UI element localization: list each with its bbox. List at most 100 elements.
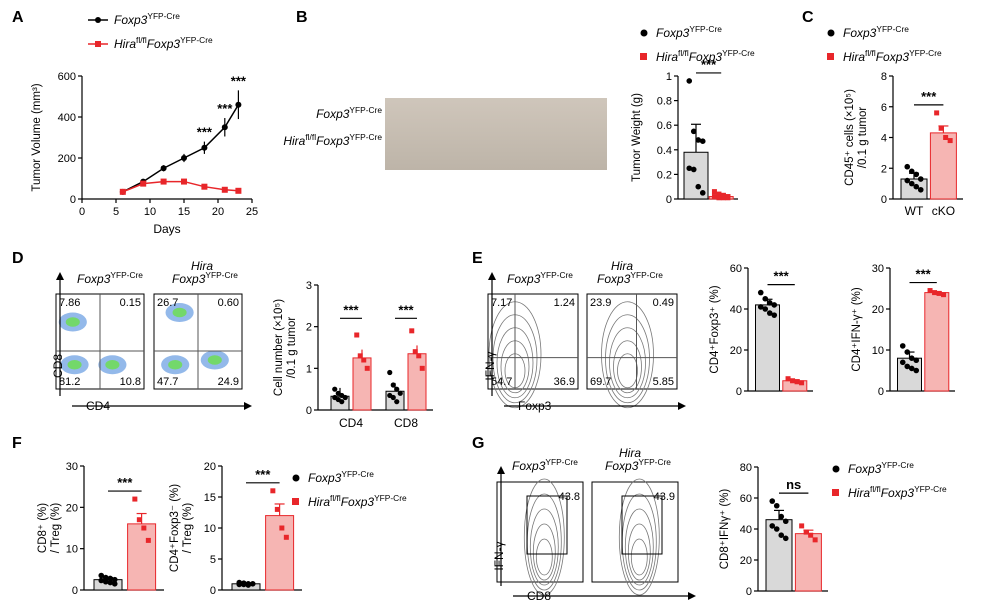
E-bar1-y-tick-label: 20	[730, 345, 742, 357]
A-point	[160, 165, 167, 172]
B-legend-wt: Foxp3YFP-Cre	[656, 24, 722, 40]
G-bar-point-0	[769, 498, 776, 504]
F-bar1-y-tick-label: 10	[66, 544, 78, 556]
F-bar1-y-tick-label: 0	[72, 585, 78, 597]
C-legend-marker-ko	[827, 53, 834, 60]
E-bar2-y-tick-label: 10	[872, 345, 884, 357]
C-legend-wt: Foxp3YFP-Cre	[843, 24, 909, 40]
G-bar-y-tick-label: 60	[740, 493, 752, 505]
B-y-tick-label: 0.8	[657, 96, 672, 108]
A-y-tick-label: 200	[58, 153, 76, 165]
F-bar1-y-tick-label: 20	[66, 502, 78, 514]
E-bar1-significance: ***	[774, 269, 790, 284]
F-bar2-point-0	[236, 581, 243, 588]
G-flow-y-arrowhead	[497, 466, 505, 474]
G-gate-1	[621, 495, 663, 555]
G-bar-bar-0	[765, 519, 793, 592]
A-x-tick-label: 0	[79, 206, 85, 218]
D-bar-y-tick-label: 3	[306, 280, 312, 292]
F-legend-marker-wt	[292, 474, 300, 482]
D-flow-quad-ul-1: 26.7	[157, 297, 178, 309]
D-flow-quad-ul-0: 7.86	[59, 297, 80, 309]
G-bar-y-label: CD8⁺IFNγ⁺ (%)	[719, 489, 731, 570]
E-flow-quad-ur-1: 0.49	[653, 297, 674, 309]
E-flow-quad-lr-1: 5.85	[653, 376, 674, 388]
F-bar1-point-1	[145, 537, 151, 543]
E-bar2-point-0	[904, 349, 911, 355]
D-bar-point	[354, 332, 360, 338]
C-y-label: CD45⁺ cells (×10⁵)	[844, 89, 856, 186]
A-series-line-0	[122, 104, 240, 193]
G-bar-point-0	[773, 502, 780, 509]
D-flow-x-label: CD4	[86, 399, 110, 413]
E-flow-x-arrowhead	[678, 402, 686, 410]
E-bar2-point-0	[899, 343, 906, 349]
F-bar1-point-0	[107, 575, 114, 582]
G-contour-0	[535, 538, 553, 576]
D-flow-quad-ur-1: 0.60	[218, 297, 239, 309]
D-flow-density-core-1	[168, 360, 183, 370]
A-point	[221, 186, 228, 193]
F-bar1-point-0	[111, 581, 118, 587]
G-bar-point-1	[808, 532, 814, 538]
F-bar2-y-tick-label: 20	[204, 461, 216, 473]
G-bar-point-0	[782, 518, 789, 525]
E-flow-quad-ul-0: 7.17	[491, 297, 512, 309]
D-flow-quad-ur-0: 0.15	[120, 297, 141, 309]
E-bar2-y-tick-label: 30	[872, 263, 884, 275]
E-flow-quad-ur-0: 1.24	[554, 297, 575, 309]
D-bar-bar	[352, 357, 372, 411]
C-y-label: /0.1 g tumor	[857, 107, 869, 169]
C-y-tick-label: 0	[881, 194, 887, 206]
G-bar-point-1	[799, 523, 805, 529]
E-bar1-bar-0	[755, 304, 780, 392]
B-y-tick-label: 0	[666, 194, 672, 206]
C-point-0	[908, 180, 915, 187]
E-flow-contour-1	[605, 314, 650, 404]
D-bar-point	[412, 349, 418, 355]
C-y-tick-label: 8	[881, 71, 887, 83]
E-bar1-y-label: CD4⁺Foxp3⁺ (%)	[709, 285, 721, 373]
D-bar-point	[394, 386, 400, 392]
C-point-1	[943, 135, 949, 140]
B-point-1	[720, 195, 726, 201]
A-legend-marker-wt	[95, 17, 101, 23]
B-y-tick-label: 0.4	[657, 145, 672, 157]
E-bar2-point-0	[908, 365, 915, 372]
F-bar1-point-0	[111, 576, 118, 583]
F-bar1-y-label: CD8⁺ (%)	[37, 503, 49, 553]
A-x-tick-label: 10	[144, 206, 156, 218]
E-bar1-y-tick-label: 0	[736, 386, 742, 398]
E-bar1-point-1	[785, 376, 791, 382]
G-legend-wt: Foxp3YFP-Cre	[848, 460, 914, 476]
A-point	[221, 124, 228, 131]
C-y-tick-label: 2	[881, 163, 887, 175]
B-legend-ko: Hirafl/flFoxp3YFP-Cre	[656, 48, 755, 64]
panel-label-E: E	[472, 250, 483, 267]
G-plot-frame-0	[496, 481, 584, 583]
A-x-tick-label: 5	[113, 206, 119, 218]
F-bar2-y-tick-label: 15	[204, 492, 216, 504]
E-flow-contour-1	[601, 301, 654, 409]
E-bar1-point-0	[766, 300, 773, 306]
E-bar1-point-0	[757, 289, 764, 296]
A-point	[235, 187, 242, 194]
G-bar-significance: ns	[786, 477, 801, 492]
C-x-tick-label: cKO	[932, 204, 955, 218]
A-annotation: ***	[231, 73, 247, 88]
C-point-1	[934, 110, 940, 116]
D-flow-y-label: CD8	[51, 354, 65, 378]
G-gate-value-1: 43.9	[654, 491, 675, 503]
E-bar1-point-1	[799, 380, 805, 386]
B-point-0	[699, 190, 706, 196]
B-legend-marker-wt	[640, 29, 648, 37]
E-bar1-point-1	[794, 379, 800, 385]
F-bar2-y-tick-label: 5	[210, 554, 216, 566]
F-bar2-point-0	[240, 581, 247, 588]
E-bar2-y-tick-label: 20	[872, 304, 884, 316]
C-point-0	[917, 186, 924, 193]
A-legend-ko: Hirafl/flFoxp3YFP-Cre	[114, 35, 213, 51]
G-contour-0	[523, 478, 565, 596]
B-y-tick-label: 0.2	[657, 169, 672, 181]
